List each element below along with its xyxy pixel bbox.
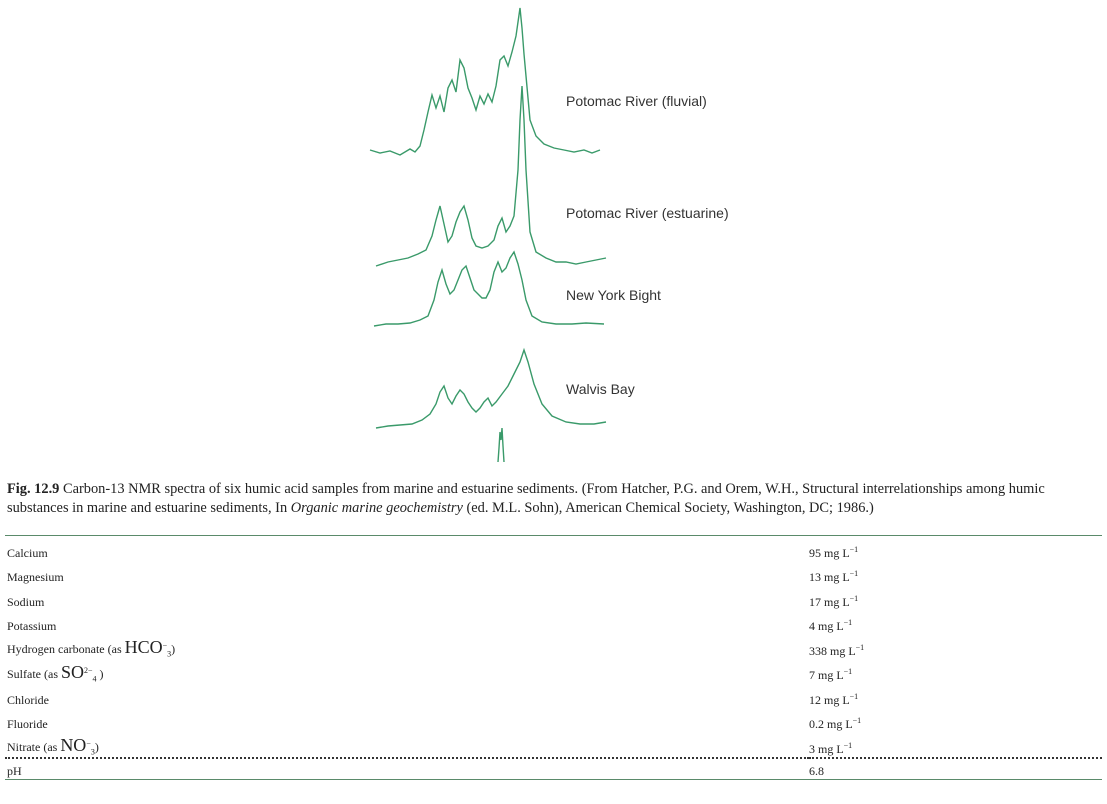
formula-charge: −	[86, 739, 91, 749]
parameter-value: 17 mg L−1	[809, 585, 1102, 610]
value-text: 7 mg L	[809, 668, 844, 682]
parameter-label: Calcium	[7, 545, 48, 560]
caption-book-title: Organic marine geochemistry	[290, 500, 463, 516]
spectra-plot: Potomac River (fluvial) Potomac River (e…	[369, 7, 729, 462]
unit-exponent: −1	[849, 691, 859, 701]
parameter-name: Nitrate (as NO−3)	[5, 732, 809, 759]
spectrum-trace-estuarine	[375, 85, 607, 267]
spectrum-trace-partial	[497, 427, 505, 462]
unit-exponent: −1	[849, 593, 859, 603]
spectrum-label-walvis-bay: Walvis Bay	[566, 381, 635, 397]
table-row: Sodium 17 mg L−1	[5, 585, 1102, 610]
spectrum-label-estuarine: Potomac River (estuarine)	[566, 205, 729, 221]
unit-exponent: −1	[849, 569, 859, 578]
chemical-formula: NO−3	[60, 735, 95, 756]
caption-text-end: (ed. M.L. Sohn), American Chemical Socie…	[462, 500, 874, 516]
parameter-label: Hydrogen carbonate (as	[7, 642, 125, 657]
chemical-formula: HCO−3	[125, 637, 172, 658]
parameter-label: Magnesium	[7, 570, 64, 584]
value-text: 95 mg L	[809, 545, 850, 560]
ph-label: pH	[5, 757, 809, 780]
parameter-label-suffix: )	[96, 666, 104, 681]
parameter-value: 3 mg L−1	[809, 732, 1102, 759]
parameter-name: Sodium	[5, 585, 809, 610]
unit-exponent: −1	[843, 618, 853, 627]
table-row: Sulfate (as SO2−4 ) 7 mg L−1	[5, 659, 1102, 684]
table-row: Calcium 95 mg L−1	[5, 535, 1102, 561]
spectrum-trace-new-york-bight	[373, 250, 605, 327]
parameter-value: 4 mg L−1	[809, 610, 1102, 635]
parameter-label: Potassium	[7, 619, 57, 633]
parameter-label: Nitrate (as	[7, 740, 61, 755]
formula-charge: 2−	[84, 665, 93, 675]
formula-subscript: 3	[90, 747, 95, 757]
parameter-name: Sulfate (as SO2−4 )	[5, 659, 809, 683]
parameter-name: Potassium	[5, 610, 809, 635]
parameter-label: Fluoride	[7, 717, 48, 731]
value-text: 0.2 mg L	[809, 717, 853, 731]
spectrum-label-new-york-bight: New York Bight	[566, 287, 661, 303]
parameter-value: 12 mg L−1	[809, 683, 1102, 708]
value-text: 13 mg L	[809, 570, 850, 584]
spectrum-label-fluvial: Potomac River (fluvial)	[566, 93, 707, 109]
unit-exponent: −1	[843, 740, 853, 750]
unit-exponent: −1	[849, 544, 859, 554]
unit-exponent: −1	[843, 667, 853, 676]
parameter-value: 0.2 mg L−1	[809, 708, 1102, 733]
formula-subscript: 4	[92, 674, 97, 683]
formula-charge: −	[162, 641, 168, 651]
parameter-name: Hydrogen carbonate (as HCO−3)	[5, 634, 809, 658]
value-text: 4 mg L	[809, 619, 844, 633]
unit-exponent: −1	[855, 642, 865, 652]
unit-exponent: −1	[852, 716, 862, 725]
figure-number: Fig. 12.9	[7, 481, 60, 497]
parameter-value: 7 mg L−1	[809, 659, 1102, 684]
table-row-ph: pH 6.8	[5, 757, 1102, 780]
figure-caption: Fig. 12.9 Carbon-13 NMR spectra of six h…	[7, 480, 1102, 518]
parameter-label: Sulfate (as	[7, 666, 61, 681]
formula-symbol: SO	[60, 661, 84, 682]
parameter-value: 338 mg L−1	[809, 634, 1102, 659]
parameter-name: Fluoride	[5, 708, 809, 733]
parameter-label-suffix: )	[171, 642, 176, 657]
formula-symbol: NO	[60, 735, 87, 756]
chemical-formula: SO2−4	[61, 662, 97, 683]
formula-symbol: HCO	[124, 637, 163, 658]
table-row: Magnesium 13 mg L−1	[5, 561, 1102, 586]
parameter-label-suffix: )	[94, 740, 99, 755]
ph-value: 6.8	[809, 757, 1102, 780]
formula-subscript: 3	[167, 649, 172, 659]
spectrum-trace-walvis-bay	[375, 347, 607, 429]
parameter-value: 13 mg L−1	[809, 561, 1102, 586]
parameter-name: Magnesium	[5, 561, 809, 586]
table-row: Nitrate (as NO−3) 3 mg L−1	[5, 732, 1102, 759]
value-text: 338 mg L	[809, 643, 856, 658]
table-row: Fluoride 0.2 mg L−1	[5, 708, 1102, 733]
spectrum-trace-fluvial	[369, 7, 601, 156]
value-text: 12 mg L	[809, 692, 850, 707]
value-text: 17 mg L	[809, 594, 850, 609]
value-text: 3 mg L	[809, 741, 844, 756]
parameter-name: Chloride	[5, 683, 809, 708]
parameter-value: 95 mg L−1	[809, 535, 1102, 561]
parameter-label: Chloride	[7, 692, 49, 707]
water-composition-table: Calcium 95 mg L−1 Magnesium 13 mg L−1 Sodium…	[5, 535, 1102, 780]
nmr-spectra-figure: Potomac River (fluvial) Potomac River (e…	[360, 0, 760, 462]
parameter-name: Calcium	[5, 535, 809, 561]
table-row: Hydrogen carbonate (as HCO−3) 338 mg L−1	[5, 634, 1102, 659]
caption-text-start: Carbon-13 NMR spectra of six humic acid …	[7, 481, 1045, 516]
table-row: Potassium 4 mg L−1	[5, 610, 1102, 635]
table-row: Chloride 12 mg L−1	[5, 683, 1102, 708]
parameter-label: Sodium	[7, 594, 45, 609]
